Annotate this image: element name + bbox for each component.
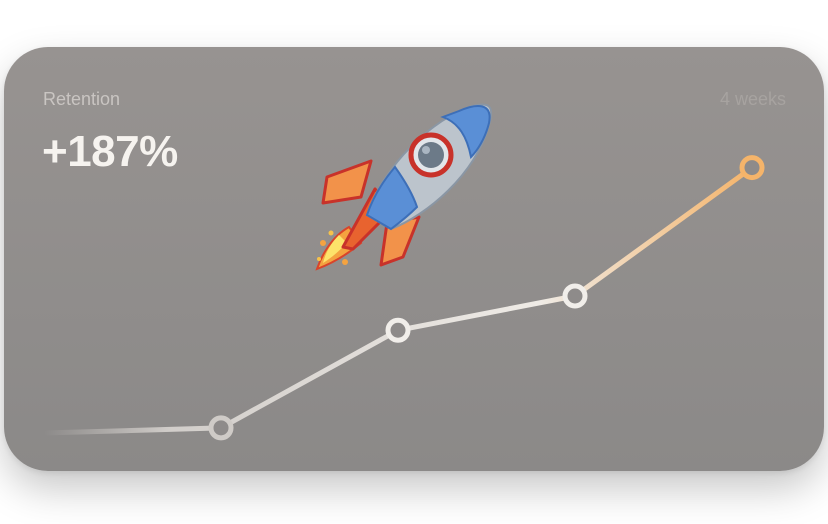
rocket-icon <box>315 103 493 271</box>
data-point <box>562 283 588 309</box>
data-point <box>385 317 411 343</box>
metric-value: +187% <box>42 127 178 176</box>
retention-line-chart <box>41 155 765 441</box>
rocket-body <box>365 103 493 231</box>
metric-label: Retention <box>43 89 121 109</box>
data-point <box>208 415 234 441</box>
period-label: 4 weeks <box>719 89 786 109</box>
data-point <box>739 155 765 181</box>
retention-widget-card[interactable]: Retention 4 weeks +187% <box>4 47 824 471</box>
